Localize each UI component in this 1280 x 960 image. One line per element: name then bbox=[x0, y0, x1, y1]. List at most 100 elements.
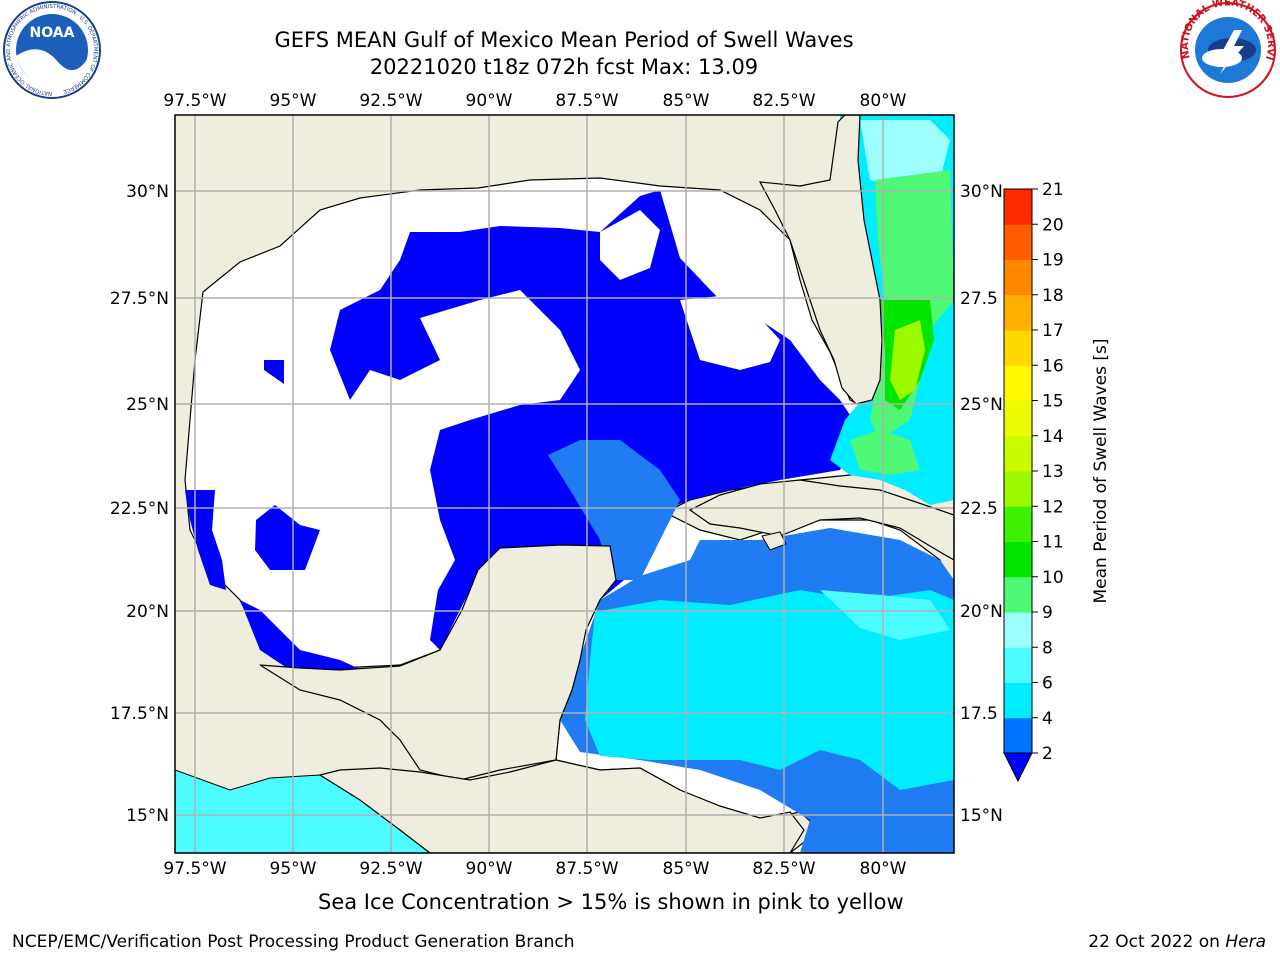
lon-tick-top: 95°W bbox=[270, 91, 317, 111]
lat-tick-left: 15°N bbox=[126, 806, 169, 826]
colorbar-band bbox=[1004, 435, 1032, 472]
colorbar-tick-label: 9 bbox=[1042, 603, 1053, 623]
colorbar-band bbox=[1004, 576, 1032, 613]
colorbar-label: Mean Period of Swell Waves [s] bbox=[1091, 339, 1111, 604]
caribbean-cyan bbox=[585, 590, 954, 790]
colorbar-tick-label: 19 bbox=[1042, 251, 1064, 271]
colorbar-tick-label: 11 bbox=[1042, 533, 1064, 553]
lon-tick-top: 97.5°W bbox=[163, 91, 226, 111]
lon-tick-top: 92.5°W bbox=[359, 91, 422, 111]
lat-tick-left: 17.5°N bbox=[110, 704, 169, 724]
lon-tick-bottom: 82.5°W bbox=[752, 859, 815, 879]
map-panel bbox=[175, 115, 954, 853]
gulf-white-hole-2 bbox=[680, 296, 780, 370]
colorbar-tick-label: 12 bbox=[1042, 497, 1064, 517]
colorbar-band bbox=[1004, 259, 1032, 296]
yucatan-blue-patch bbox=[548, 440, 680, 580]
lat-ticks-right: 30°N 27.5 25°N 22.5 20°N 17.5 15°N bbox=[960, 182, 1003, 826]
lon-tick-top: 87.5°W bbox=[555, 91, 618, 111]
lon-tick-bottom: 97.5°W bbox=[163, 859, 226, 879]
footer-date-text: 22 Oct 2022 on bbox=[1088, 932, 1226, 952]
colorbar-tick-label: 6 bbox=[1042, 674, 1053, 694]
colorbar-tick-label: 8 bbox=[1042, 638, 1053, 658]
colorbar-band bbox=[1004, 330, 1032, 366]
colorbar-band bbox=[1004, 717, 1032, 754]
colorbar-tick-label: 16 bbox=[1042, 356, 1064, 376]
colorbar-band bbox=[1004, 612, 1032, 648]
gulf-white-hole-3 bbox=[600, 210, 660, 280]
lon-tick-bottom: 92.5°W bbox=[359, 859, 422, 879]
map-frame bbox=[174, 114, 955, 854]
west-blue-patch-4 bbox=[264, 360, 284, 384]
graticule bbox=[175, 115, 954, 853]
atlantic-yellow-green bbox=[890, 320, 925, 400]
lat-tick-left: 20°N bbox=[126, 602, 169, 622]
lat-tick-right: 15°N bbox=[960, 806, 1003, 826]
lat-tick-left: 25°N bbox=[126, 395, 169, 415]
lon-tick-bottom: 80°W bbox=[860, 859, 907, 879]
footer-credit: NCEP/EMC/Verification Post Processing Pr… bbox=[12, 932, 575, 952]
lon-tick-bottom: 85°W bbox=[663, 859, 710, 879]
gulf-white-hole-1 bbox=[420, 290, 580, 405]
sea-ice-note: Sea Ice Concentration > 15% is shown in … bbox=[318, 890, 904, 914]
lon-tick-top: 85°W bbox=[663, 91, 710, 111]
lat-tick-left: 30°N bbox=[126, 182, 169, 202]
florida-land bbox=[758, 115, 883, 405]
nws-logo: NATIONAL WEATHER SERVICE bbox=[1176, 0, 1276, 98]
chart-title: GEFS MEAN Gulf of Mexico Mean Period of … bbox=[274, 28, 854, 52]
colorbar-band bbox=[1004, 541, 1032, 578]
lat-tick-left: 22.5°N bbox=[110, 499, 169, 519]
lon-tick-bottom: 90°W bbox=[466, 859, 513, 879]
colorbar-band bbox=[1004, 224, 1032, 260]
colorbar-tick-label: 17 bbox=[1042, 321, 1064, 341]
colorbar-band bbox=[1004, 682, 1032, 719]
colorbar-tick-label: 21 bbox=[1042, 180, 1064, 200]
lat-tick-right: 22.5 bbox=[960, 499, 998, 519]
colorbar-bands bbox=[1004, 189, 1032, 754]
colorbar-labels: 21 20 19 18 17 16 15 14 13 12 11 10 9 8 6 4 2 bbox=[1032, 180, 1064, 764]
colorbar-tick-label: 10 bbox=[1042, 568, 1064, 588]
colorbar-band bbox=[1004, 471, 1032, 507]
colorbar-tick-label: 18 bbox=[1042, 286, 1064, 306]
colorbar-tick-label: 14 bbox=[1042, 427, 1064, 447]
colorbar-band bbox=[1004, 506, 1032, 542]
lat-ticks-left: 30°N 27.5°N 25°N 22.5°N 20°N 17.5°N 15°N bbox=[110, 182, 169, 826]
lon-tick-top: 82.5°W bbox=[752, 91, 815, 111]
lon-ticks-bottom: 97.5°W 95°W 92.5°W 90°W 87.5°W 85°W 82.5… bbox=[163, 859, 906, 879]
noaa-logo: NOAA NATIONAL OCEANIC AND ATMOSPHERIC AD… bbox=[3, 1, 101, 99]
colorbar-tick-label: 13 bbox=[1042, 462, 1064, 482]
footer-machine: Hera bbox=[1225, 932, 1266, 952]
chart-subtitle: 20221020 t18z 072h fcst Max: 13.09 bbox=[369, 55, 759, 79]
colorbar-tick-label: 2 bbox=[1042, 744, 1053, 764]
colorbar-tick-label: 15 bbox=[1042, 392, 1064, 412]
colorbar-band bbox=[1004, 647, 1032, 683]
lat-tick-left: 27.5°N bbox=[110, 289, 169, 309]
colorbar-extend-arrow bbox=[1003, 752, 1033, 783]
lon-ticks-top: 97.5°W 95°W 92.5°W 90°W 87.5°W 85°W 82.5… bbox=[163, 91, 906, 111]
lat-tick-right: 27.5 bbox=[960, 289, 998, 309]
colorbar-band bbox=[1004, 365, 1032, 401]
west-blue-patch-3 bbox=[240, 600, 362, 680]
colorbar-tick-label: 20 bbox=[1042, 215, 1064, 235]
noaa-logo-text: NOAA bbox=[30, 25, 75, 41]
florida-keys-green bbox=[850, 430, 920, 475]
colorbar: 21 20 19 18 17 16 15 14 13 12 11 10 9 8 6 4 2 Mean Perio… bbox=[1003, 180, 1111, 783]
colorbar-band bbox=[1004, 294, 1032, 331]
footer-date: 22 Oct 2022 on Hera bbox=[1088, 932, 1266, 952]
colorbar-band bbox=[1004, 189, 1032, 225]
lon-tick-top: 80°W bbox=[860, 91, 907, 111]
colorbar-tick-label: 4 bbox=[1042, 709, 1053, 729]
west-blue-patch-2 bbox=[255, 505, 320, 570]
lon-tick-bottom: 95°W bbox=[270, 859, 317, 879]
lat-tick-right: 25°N bbox=[960, 395, 1003, 415]
isla-juventud-land bbox=[761, 531, 787, 551]
colorbar-band bbox=[1004, 400, 1032, 437]
cuba-land bbox=[688, 479, 954, 561]
lon-tick-bottom: 87.5°W bbox=[555, 859, 618, 879]
lat-tick-right: 30°N bbox=[960, 182, 1003, 202]
lat-tick-right: 17.5 bbox=[960, 704, 998, 724]
caribbean-light-cyan bbox=[820, 590, 950, 640]
lat-tick-right: 20°N bbox=[960, 602, 1003, 622]
lon-tick-top: 90°W bbox=[466, 91, 513, 111]
